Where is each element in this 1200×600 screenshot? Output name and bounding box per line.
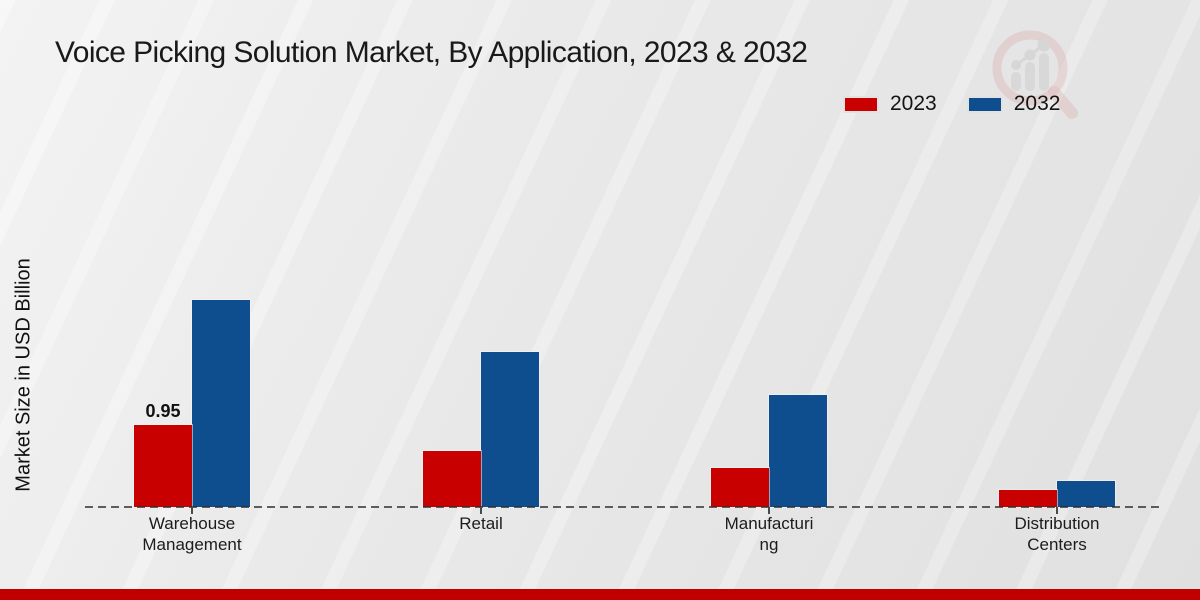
legend-label-2032: 2032 [1013, 92, 1061, 115]
legend-swatch-2032 [966, 95, 1003, 113]
legend-item-2032: 2032 [966, 92, 1061, 116]
legend-swatch-2023 [843, 95, 879, 113]
x-axis-baseline [85, 506, 1159, 508]
x-tick-manufacturing [768, 507, 770, 514]
bar-2023-retail [423, 451, 481, 507]
bar-2023-manufacturing [711, 468, 769, 507]
x-tick-distribution-centers [1056, 507, 1058, 514]
legend-label-2023: 2023 [890, 92, 937, 115]
brand-watermark-logo [992, 30, 1078, 119]
legend-item-2023: 2023 [843, 92, 937, 116]
x-category-label-distribution-centers: Distribution Centers [1014, 514, 1100, 554]
bar-2032-distribution-centers [1057, 481, 1115, 507]
bar-2032-warehouse-management [192, 300, 250, 507]
x-tick-retail [480, 507, 482, 514]
bar-2032-retail [481, 352, 539, 507]
y-axis-label: Market Size in USD Billion [12, 258, 35, 492]
chart-title: Voice Picking Solution Market, By Applic… [55, 36, 808, 69]
data-label-2023-warehouse-management: 0.95 [145, 401, 181, 421]
bottom-accent-bar [0, 589, 1200, 600]
bar-2023-warehouse-management [134, 425, 192, 507]
legend: 2023 2032 [843, 92, 1060, 116]
magnifier-icon [992, 30, 1078, 119]
bar-2023-distribution-centers [999, 490, 1057, 507]
x-tick-warehouse-management [191, 507, 193, 514]
x-category-label-warehouse-management: Warehouse Management [142, 514, 242, 554]
x-category-label-retail: Retail [459, 514, 503, 533]
x-category-label-manufacturing: Manufacturi ng [724, 514, 814, 554]
bar-2032-manufacturing [769, 395, 827, 507]
